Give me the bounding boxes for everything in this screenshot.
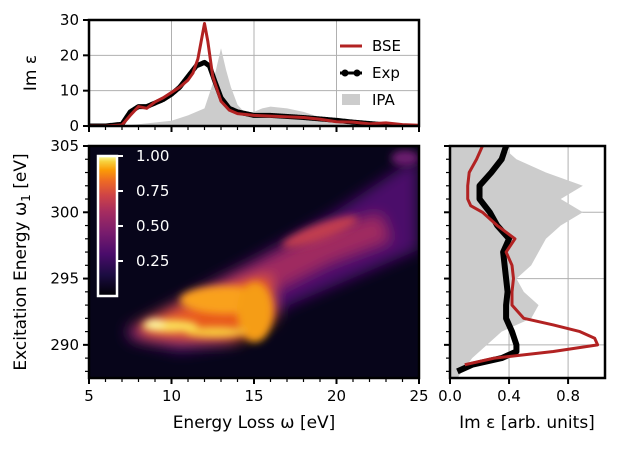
top-ytick-label-1: 10	[60, 82, 79, 100]
heatmap-upper-arm	[282, 216, 358, 248]
main-xtick-label-4: 25	[409, 387, 428, 405]
top-ytick-label-0: 0	[69, 117, 79, 135]
colorbar-tick-label-2: 0.75	[136, 182, 169, 200]
colorbar-tick-label-0: 0.25	[136, 252, 169, 270]
colorbar-tick-label-1: 0.50	[136, 217, 169, 235]
right-exp-line	[456, 146, 520, 375]
main-xtick-label-0: 5	[84, 387, 94, 405]
heatmap-top-right	[391, 150, 419, 166]
top-ticks: 0 10 20 30	[60, 11, 420, 135]
top-series	[89, 22, 419, 126]
legend-ipa-label: IPA	[372, 91, 396, 109]
top-ytick-label-3: 30	[60, 11, 79, 29]
right-xlabel: Im ε [arb. units]	[459, 413, 595, 433]
main-ylabel-main: Excitation Energy ω	[11, 202, 31, 371]
main-xtick-label-2: 15	[244, 387, 263, 405]
legend-exp-marker-2	[353, 69, 361, 77]
legend-bse-label: BSE	[372, 37, 401, 55]
heatmap-peak-3	[145, 319, 165, 329]
right-ticks: 0.0 0.4 0.8	[438, 145, 580, 405]
colorbar-tick-label-3: 1.00	[136, 147, 169, 165]
legend-exp-label: Exp	[372, 64, 400, 82]
heatmap-panel: 0.25 0.50 0.75 1.00 5 10 15 20 25 290 295 300 305 E…	[11, 137, 429, 433]
right-xtick-label-1: 0.4	[497, 387, 521, 405]
main-xlabel: Energy Loss ω [eV]	[173, 413, 336, 433]
heatmap-hot-2	[237, 282, 273, 342]
main-ytick-label-3: 305	[50, 137, 79, 155]
right-spectrum-panel: 0.0 0.4 0.8 Im ε [arb. units]	[438, 144, 607, 433]
right-bse-line	[464, 146, 600, 367]
top-bse-line	[89, 22, 419, 126]
legend-ipa-swatch	[342, 94, 360, 105]
main-ylabel: Excitation Energy ω1 [eV]	[11, 153, 33, 370]
main-ylabel-sub: 1	[19, 194, 33, 202]
top-grid	[89, 20, 419, 126]
main-ylabel-tail: [eV]	[11, 153, 31, 194]
colorbar-gradient	[98, 156, 117, 296]
legend: BSE Exp IPA	[340, 37, 401, 109]
top-ytick-label-2: 20	[60, 46, 79, 64]
main-ytick-label-1: 295	[50, 270, 79, 288]
main-ticks: 5 10 15 20 25 290 295 300 305	[50, 137, 428, 405]
colorbar-ticks: 0.25 0.50 0.75 1.00	[117, 147, 169, 270]
legend-exp-marker	[341, 69, 349, 77]
main-ytick-label-2: 300	[50, 203, 79, 221]
top-ylabel: Im ε	[21, 55, 41, 91]
main-ytick-label-0: 290	[50, 336, 79, 354]
main-xtick-label-3: 20	[327, 387, 346, 405]
right-xtick-label-2: 0.8	[556, 387, 580, 405]
main-xtick-label-1: 10	[162, 387, 181, 405]
heatmap-core	[142, 150, 419, 342]
top-spectrum-panel: 0 10 20 30 Im ε BSE Exp IPA	[21, 11, 421, 135]
heatmap-peak-2	[185, 327, 245, 337]
right-xtick-label-0: 0.0	[438, 387, 462, 405]
right-axes-frame	[448, 144, 607, 380]
